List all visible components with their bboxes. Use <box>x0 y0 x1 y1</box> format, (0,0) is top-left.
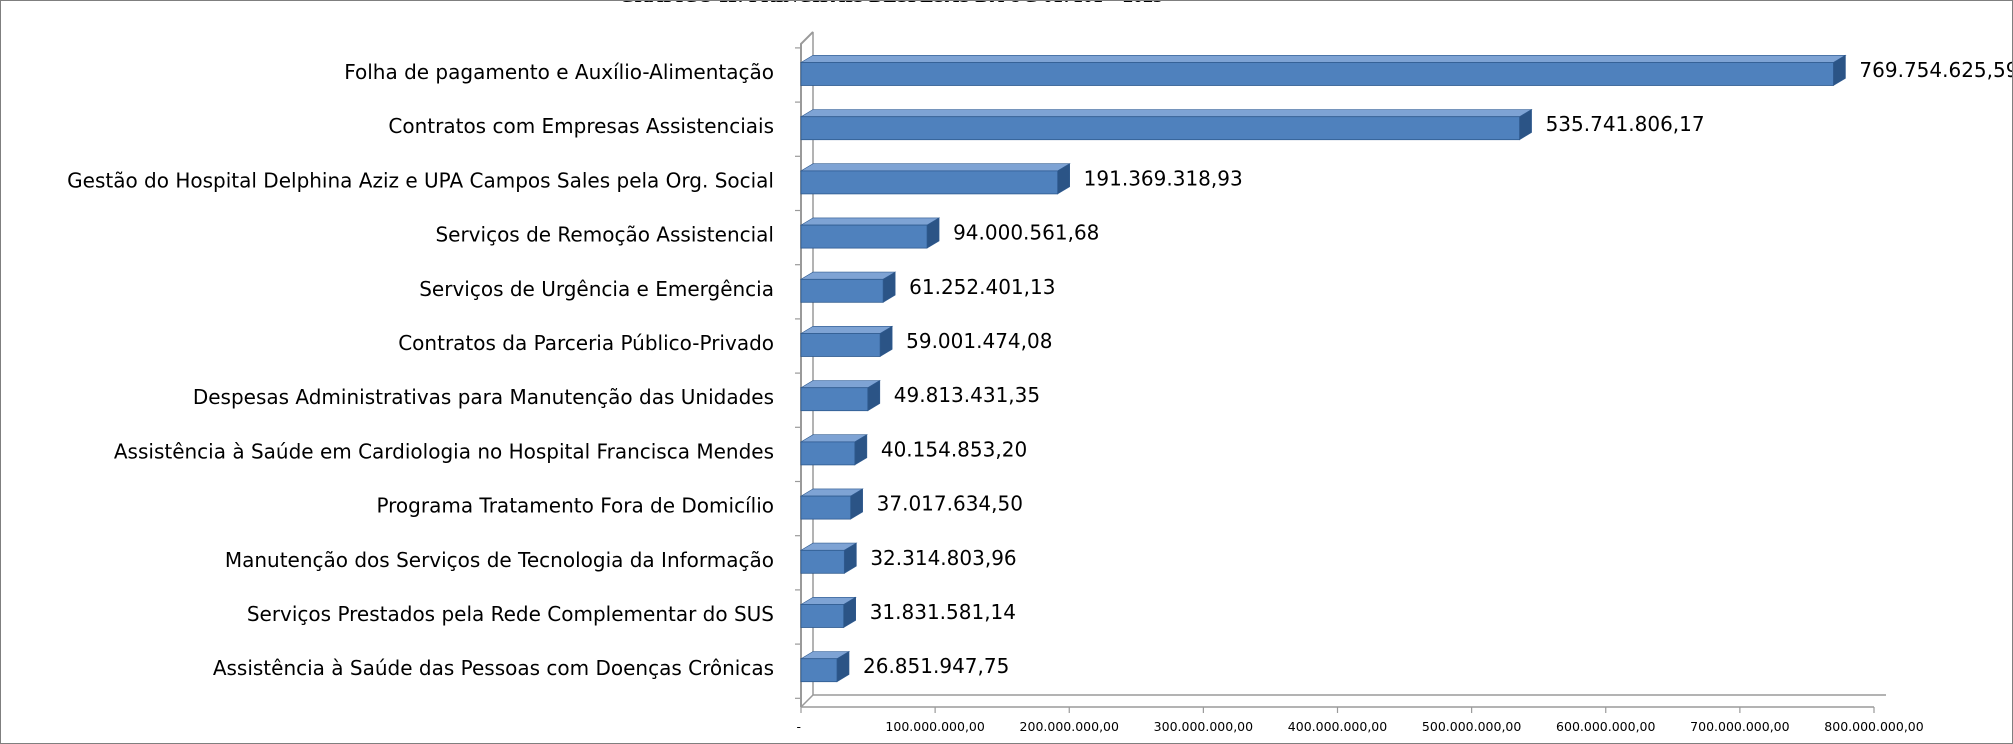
bar <box>799 434 868 466</box>
bar-top-face <box>799 163 1071 172</box>
data-label: 31.831.581,14 <box>870 600 1016 624</box>
category-label: Serviços Prestados pela Rede Complementa… <box>247 602 774 626</box>
x-tick-label: 700.000.000,00 <box>1690 719 1789 734</box>
bar <box>799 217 941 249</box>
data-label: 59.001.474,08 <box>906 329 1052 353</box>
category-label: Folha de pagamento e Auxílio-Alimentação <box>344 60 774 84</box>
bar-front-face <box>800 62 1834 86</box>
category-label: Manutenção dos Serviços de Tecnologia da… <box>225 548 774 572</box>
bar <box>799 271 897 303</box>
bar <box>799 379 881 412</box>
data-label: 26.851.947,75 <box>863 654 1009 678</box>
bar-front-face <box>800 387 869 412</box>
category-label: Assistência à Saúde das Pessoas com Doen… <box>213 656 774 680</box>
x-tick-label: 400.000.000,00 <box>1288 719 1387 734</box>
data-label: 769.754.625,59 <box>1859 58 2013 82</box>
data-label: 49.813.431,35 <box>894 383 1040 407</box>
category-label: Serviços de Urgência e Emergência <box>419 277 774 301</box>
bar <box>799 542 858 574</box>
bar-front-face <box>800 278 884 303</box>
category-label: Despesas Administrativas para Manutenção… <box>193 385 774 409</box>
data-label: 61.252.401,13 <box>909 275 1055 299</box>
bar-front-face <box>800 495 852 520</box>
category-label: Contratos com Empresas Assistenciais <box>388 114 774 138</box>
category-label: Contratos da Parceria Público-Privado <box>398 331 774 355</box>
x-tick-label: 100.000.000,00 <box>885 719 984 734</box>
category-label: Assistência à Saúde em Cardiologia no Ho… <box>114 439 774 463</box>
bar <box>799 163 1071 195</box>
data-label: 32.314.803,96 <box>870 546 1016 570</box>
bar-top-face <box>799 325 894 334</box>
data-label: 40.154.853,20 <box>881 437 1027 461</box>
bar <box>799 108 1533 141</box>
chart-title: GRÁFICO 11: PRINCIPAIS DESPESAS DA UG 01… <box>1 1 1781 8</box>
y-axis-wall-line <box>800 31 814 707</box>
category-label: Programa Tratamento Fora de Domicílio <box>376 494 774 518</box>
category-label: Serviços de Remoção Assistencial <box>435 223 774 247</box>
data-label: 191.369.318,93 <box>1084 166 1243 190</box>
floor-back-line <box>800 694 1886 708</box>
data-label: 37.017.634,50 <box>877 492 1023 516</box>
bar <box>799 488 864 520</box>
bar <box>799 650 851 683</box>
x-tick-label: 500.000.000,00 <box>1422 719 1521 734</box>
x-tick-label: 600.000.000,00 <box>1556 719 1655 734</box>
bar-front-face <box>800 549 845 574</box>
x-tick-label: - <box>796 719 801 734</box>
bar-front-face <box>800 441 856 466</box>
bar-front-face <box>800 224 928 249</box>
category-label: Gestão do Hospital Delphina Aziz e UPA C… <box>67 168 774 192</box>
bar-front-face <box>800 170 1059 195</box>
data-label: 535.741.806,17 <box>1546 112 1705 136</box>
x-tick-label: 200.000.000,00 <box>1020 719 1119 734</box>
data-label: 94.000.561,68 <box>953 221 1099 245</box>
bar-front-face <box>800 116 1520 141</box>
bar-top-face <box>799 54 1847 63</box>
bar <box>799 596 857 629</box>
bar <box>799 54 1847 87</box>
bar-top-face <box>799 271 897 280</box>
bar-front-face <box>800 604 845 628</box>
bar-top-face <box>799 109 1533 117</box>
bar <box>799 325 894 358</box>
x-tick-label: 300.000.000,00 <box>1154 719 1253 734</box>
x-tick-label: 800.000.000,00 <box>1824 719 1923 734</box>
bar-top-face <box>799 380 881 389</box>
bar-front-face <box>800 333 881 357</box>
bar-front-face <box>800 658 838 683</box>
bar-top-face <box>799 217 941 226</box>
